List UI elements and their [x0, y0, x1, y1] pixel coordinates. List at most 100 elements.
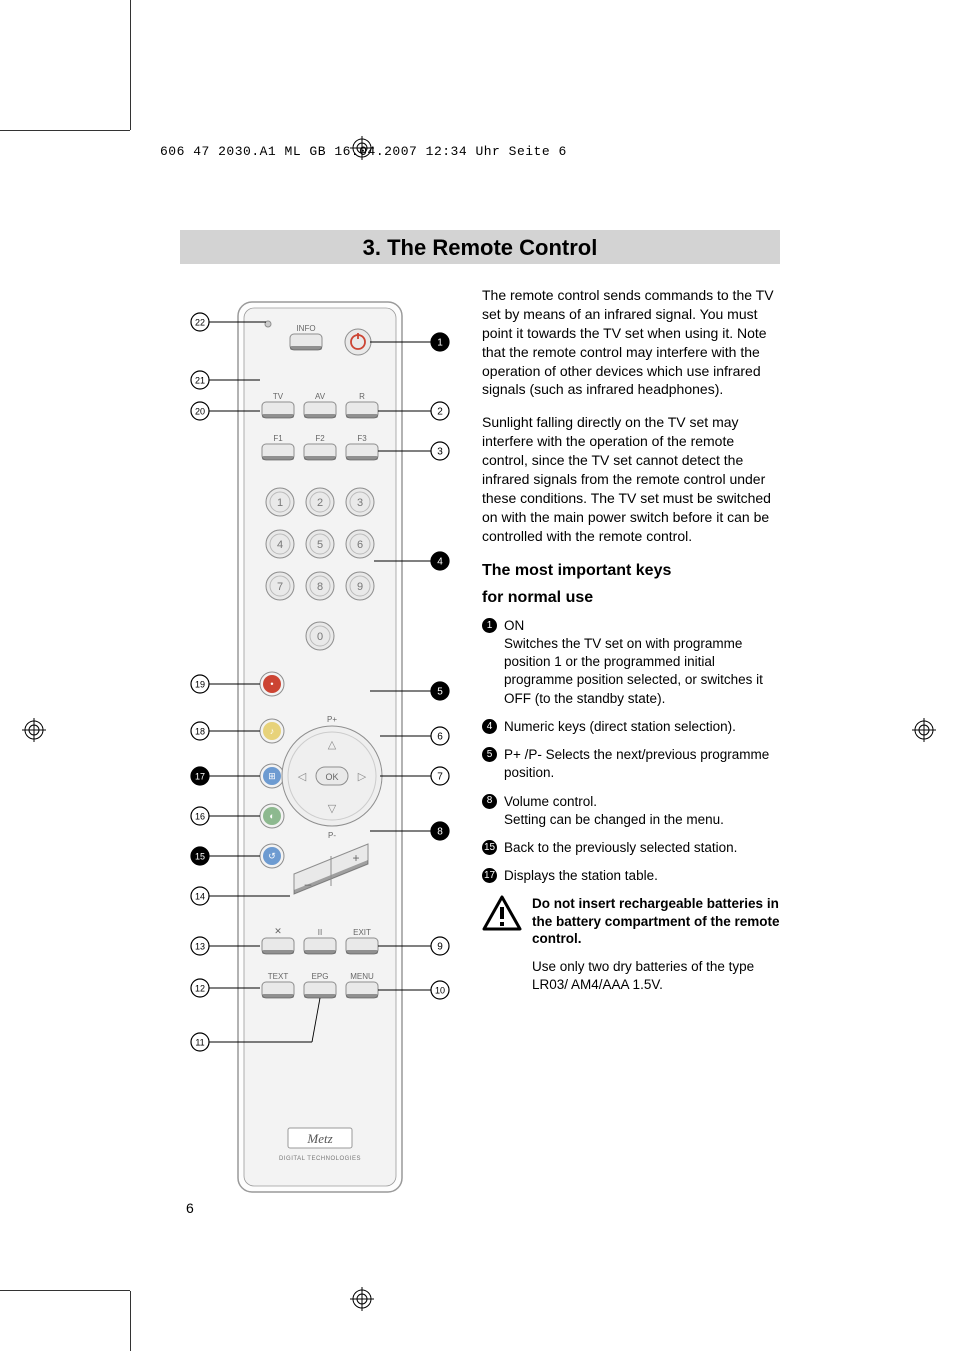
- svg-text:14: 14: [195, 892, 205, 902]
- svg-text:INFO: INFO: [296, 324, 315, 333]
- intro-paragraph-1: The remote control sends commands to the…: [482, 286, 780, 399]
- battery-note: Use only two dry batteries of the type L…: [532, 958, 780, 994]
- svg-text:20: 20: [195, 407, 205, 417]
- svg-text:OK: OK: [325, 772, 338, 782]
- svg-text:+: +: [352, 851, 359, 865]
- key-list-item: 17 Displays the station table.: [482, 867, 780, 885]
- key-list-item: 8 Volume control.Setting can be changed …: [482, 793, 780, 829]
- svg-text:♪: ♪: [270, 726, 275, 736]
- key-list-text: Numeric keys (direct station selection).: [504, 719, 736, 734]
- key-list-text: ONSwitches the TV set on with programme …: [504, 618, 763, 706]
- svg-text:22: 22: [195, 318, 205, 328]
- callout-bullet: 8: [482, 794, 497, 809]
- warning-row: Do not insert rechargeable batteries in …: [482, 895, 780, 948]
- svg-text:•: •: [270, 679, 273, 689]
- subheading-line2: for normal use: [482, 587, 780, 609]
- svg-text:✕: ✕: [274, 926, 282, 936]
- registration-mark-icon: [912, 718, 936, 742]
- svg-text:15: 15: [195, 852, 205, 862]
- svg-text:2: 2: [317, 497, 323, 509]
- svg-text:5: 5: [317, 539, 323, 551]
- svg-text:3: 3: [437, 447, 443, 458]
- svg-text:2: 2: [437, 407, 443, 418]
- svg-text:DIGITAL TECHNOLOGIES: DIGITAL TECHNOLOGIES: [279, 1156, 361, 1162]
- text-column: The remote control sends commands to the…: [482, 286, 780, 1211]
- key-list-text: Back to the previously selected station.: [504, 840, 737, 855]
- svg-text:3: 3: [357, 497, 363, 509]
- svg-text:⊞: ⊞: [268, 771, 276, 781]
- svg-text:TV: TV: [273, 392, 284, 401]
- svg-text:△: △: [328, 739, 337, 751]
- svg-text:MENU: MENU: [350, 972, 374, 981]
- crop-mark: [130, 0, 131, 130]
- svg-text:AV: AV: [315, 392, 326, 401]
- key-list-text: Displays the station table.: [504, 868, 658, 883]
- svg-text:5: 5: [437, 687, 443, 698]
- svg-text:12: 12: [195, 984, 205, 994]
- key-list-text: Volume control.Setting can be changed in…: [504, 794, 724, 827]
- svg-text:1: 1: [277, 497, 283, 509]
- svg-text:9: 9: [357, 581, 363, 593]
- section-title: 3. The Remote Control: [363, 235, 598, 261]
- key-list: 1 ONSwitches the TV set on with programm…: [482, 617, 780, 886]
- crop-mark: [130, 1291, 131, 1351]
- svg-text:16: 16: [195, 812, 205, 822]
- svg-text:21: 21: [195, 376, 205, 386]
- remote-svg: INFOTVAVRF1F2F31234567890•♪⊞◐↺OK△▽◁▷P+P-…: [180, 286, 460, 1206]
- svg-text:11: 11: [195, 1038, 204, 1048]
- svg-text:◐: ◐: [269, 811, 274, 821]
- svg-text:F3: F3: [357, 434, 367, 443]
- svg-text:F1: F1: [273, 434, 283, 443]
- key-list-item: 1 ONSwitches the TV set on with programm…: [482, 617, 780, 708]
- print-header: 606 47 2030.A1 ML GB 16.04.2007 12:34 Uh…: [160, 144, 567, 159]
- warning-text: Do not insert rechargeable batteries in …: [532, 895, 780, 948]
- svg-text:8: 8: [437, 827, 443, 838]
- subheading-line1: The most important keys: [482, 560, 780, 582]
- section-title-bar: 3. The Remote Control: [180, 230, 780, 264]
- svg-text:P+: P+: [327, 715, 337, 724]
- svg-text:0: 0: [317, 631, 323, 643]
- svg-text:F2: F2: [315, 434, 325, 443]
- svg-text:7: 7: [277, 581, 283, 593]
- callout-bullet: 1: [482, 618, 497, 633]
- key-list-text: P+ /P- Selects the next/previous program…: [504, 747, 769, 780]
- svg-text:▷: ▷: [358, 771, 367, 783]
- page-content: 3. The Remote Control INFOTVAVRF1F2F3123…: [180, 230, 780, 1211]
- key-list-item: 4 Numeric keys (direct station selection…: [482, 718, 780, 736]
- svg-text:TEXT: TEXT: [268, 972, 289, 981]
- registration-mark-icon: [350, 1287, 374, 1311]
- svg-text:18: 18: [195, 727, 205, 737]
- svg-text:II: II: [318, 928, 322, 937]
- svg-text:P-: P-: [328, 831, 336, 840]
- svg-text:EXIT: EXIT: [353, 928, 371, 937]
- key-list-item: 5 P+ /P- Selects the next/previous progr…: [482, 746, 780, 782]
- svg-text:8: 8: [317, 581, 323, 593]
- svg-text:7: 7: [437, 772, 443, 783]
- crop-mark: [0, 130, 130, 131]
- callout-bullet: 15: [482, 840, 497, 855]
- crop-mark: [0, 1290, 130, 1291]
- svg-text:9: 9: [437, 942, 443, 953]
- svg-text:17: 17: [195, 772, 205, 782]
- svg-text:6: 6: [437, 732, 443, 743]
- warning-icon: [482, 895, 522, 931]
- svg-text:13: 13: [195, 942, 205, 952]
- svg-text:Metz: Metz: [306, 1131, 332, 1146]
- svg-text:R: R: [359, 392, 365, 401]
- callout-bullet: 17: [482, 868, 497, 883]
- svg-text:6: 6: [357, 539, 363, 551]
- registration-mark-icon: [22, 718, 46, 742]
- svg-text:–: –: [305, 877, 312, 891]
- svg-text:EPG: EPG: [312, 972, 329, 981]
- svg-text:◁: ◁: [298, 771, 307, 783]
- remote-diagram: INFOTVAVRF1F2F31234567890•♪⊞◐↺OK△▽◁▷P+P-…: [180, 286, 460, 1211]
- svg-text:4: 4: [277, 539, 283, 551]
- callout-bullet: 5: [482, 747, 497, 762]
- intro-paragraph-2: Sunlight falling directly on the TV set …: [482, 413, 780, 545]
- svg-text:1: 1: [437, 338, 443, 349]
- svg-text:▽: ▽: [328, 803, 337, 815]
- svg-text:19: 19: [195, 680, 205, 690]
- key-list-item: 15 Back to the previously selected stati…: [482, 839, 780, 857]
- svg-text:↺: ↺: [268, 851, 276, 861]
- svg-text:10: 10: [435, 986, 445, 996]
